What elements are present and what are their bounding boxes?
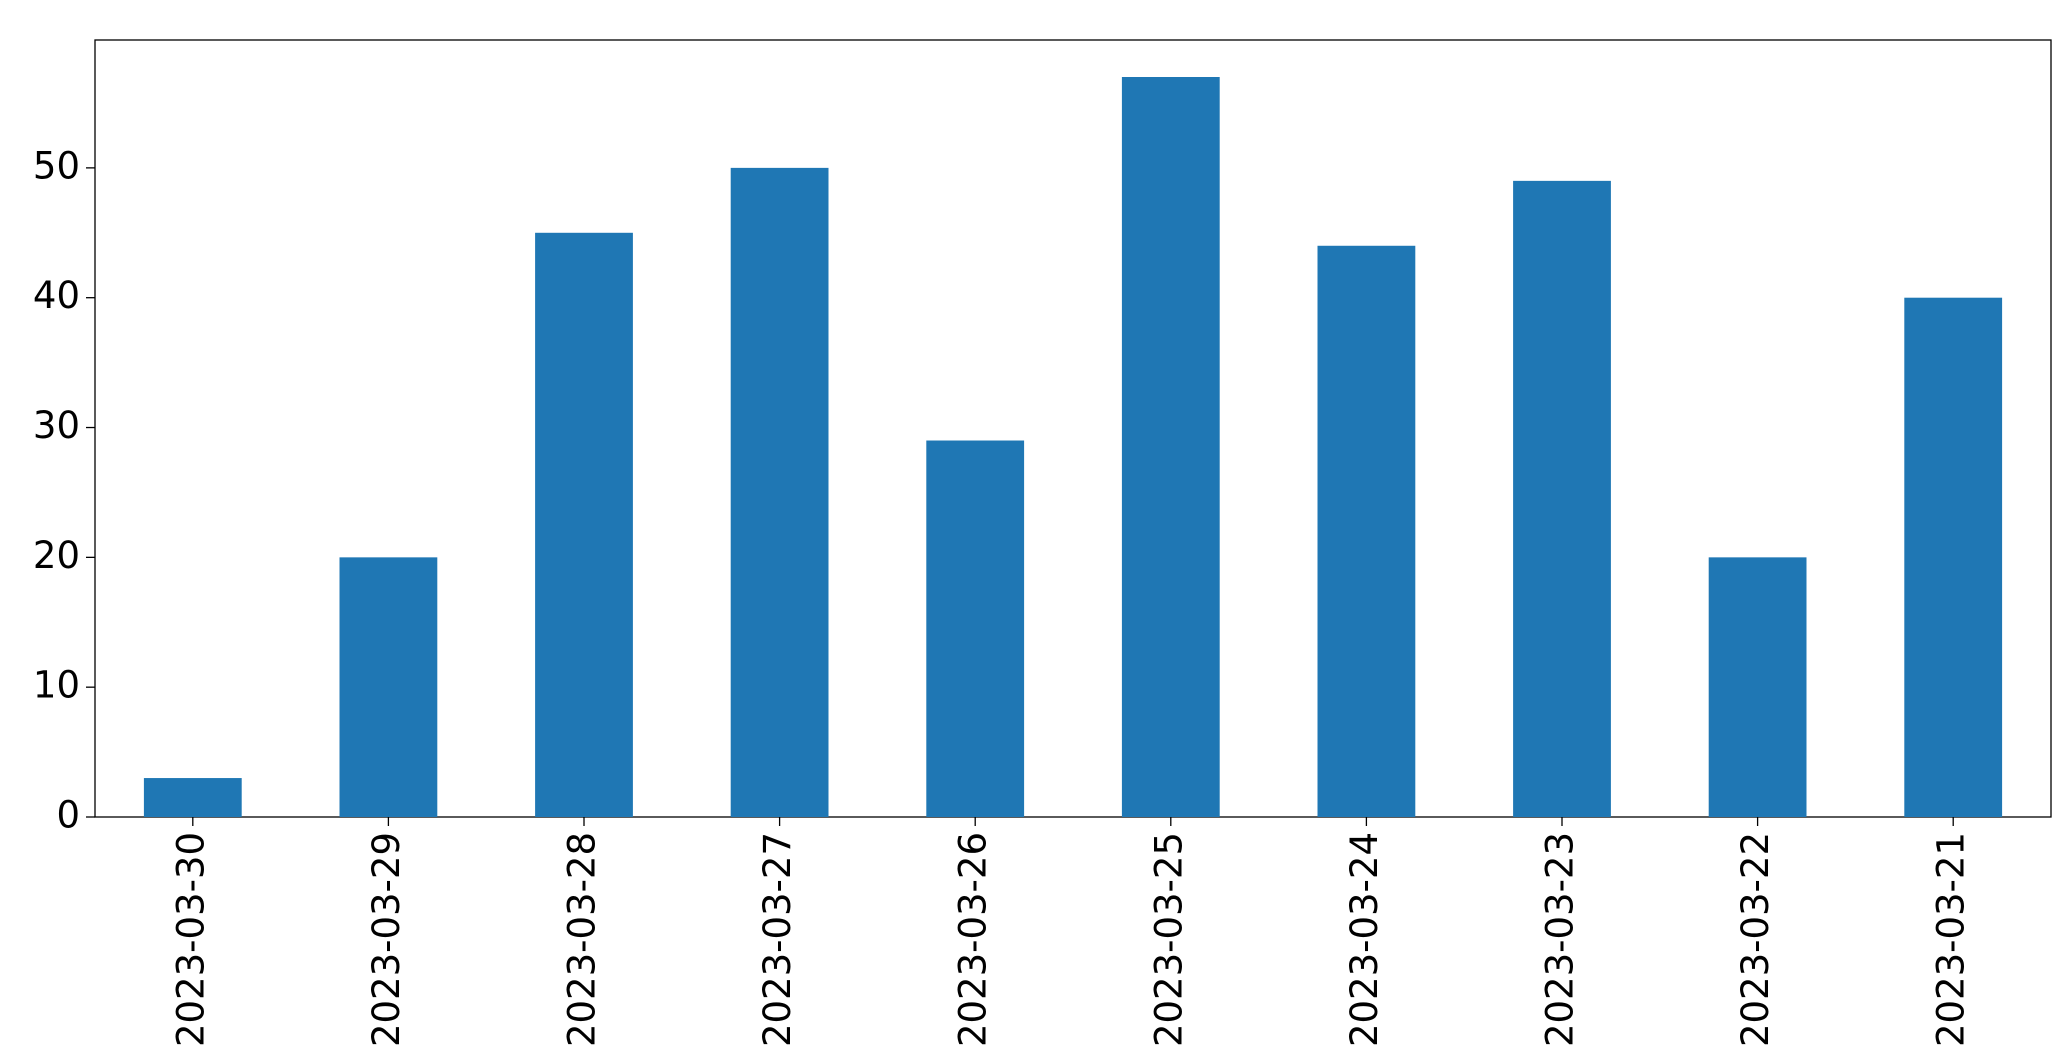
bar — [730, 167, 829, 817]
y-tick-label: 50 — [33, 144, 80, 187]
bar — [1708, 557, 1807, 817]
x-tick-label: 2023-03-22 — [1734, 832, 1777, 1047]
x-tick-label: 2023-03-21 — [1930, 832, 1973, 1047]
y-tick-label: 40 — [33, 274, 80, 317]
bar — [1317, 245, 1416, 818]
bar — [143, 778, 242, 817]
bar — [535, 232, 633, 817]
bar — [1513, 180, 1611, 818]
y-tick-label: 0 — [56, 794, 80, 837]
y-tick-label: 30 — [33, 404, 80, 447]
bar — [1121, 77, 1220, 817]
x-tick-label: 2023-03-27 — [756, 832, 799, 1047]
x-tick-label: 2023-03-25 — [1147, 832, 1190, 1047]
bar — [1904, 297, 2003, 817]
x-tick-label: 2023-03-28 — [561, 832, 604, 1047]
x-tick-label: 2023-03-29 — [365, 832, 408, 1047]
x-tick-label: 2023-03-30 — [169, 832, 212, 1047]
x-tick-label: 2023-03-26 — [952, 832, 995, 1047]
x-tick-label: 2023-03-24 — [1343, 832, 1386, 1047]
y-tick-label: 10 — [33, 664, 80, 707]
x-tick-label: 2023-03-23 — [1539, 832, 1582, 1047]
axes-frame — [94, 39, 2052, 818]
bar — [926, 440, 1025, 817]
y-tick-label: 20 — [33, 534, 80, 577]
bar — [339, 557, 438, 817]
